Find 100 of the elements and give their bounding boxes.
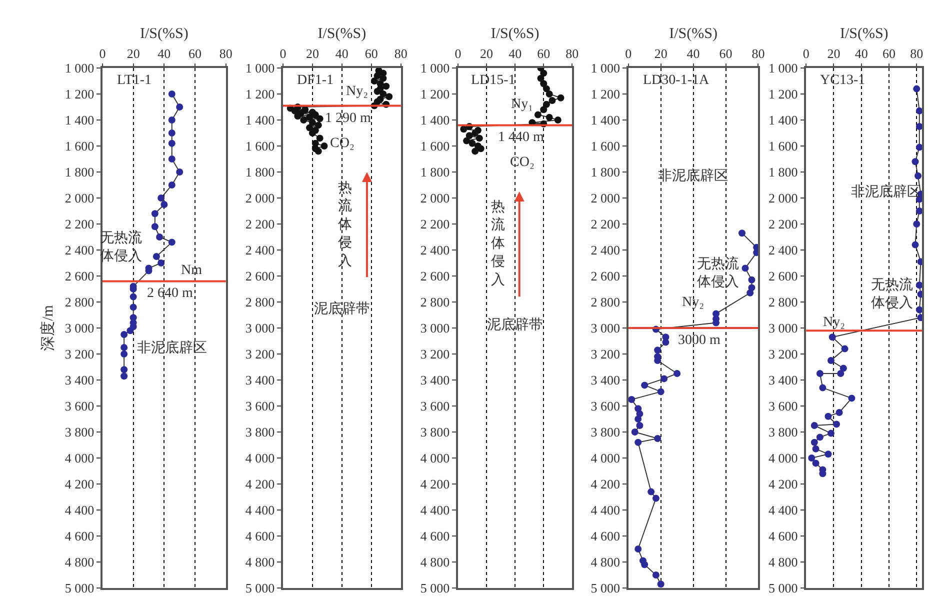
x-tick-label: 60 (188, 46, 202, 62)
x-tick-label: 40 (335, 46, 348, 62)
y-tick-label: 3 400 (64, 372, 94, 388)
point (631, 428, 638, 436)
point (316, 134, 324, 142)
y-tick-label: 3 000 (245, 320, 275, 336)
point (314, 148, 322, 155)
annotation: CO₂ (330, 136, 354, 151)
point (634, 546, 642, 552)
point (840, 364, 847, 372)
y-tick-label: 3 200 (245, 346, 275, 362)
x-tick-label: 40 (508, 46, 522, 62)
point (472, 148, 479, 155)
y-tick-label: 1 000 (245, 60, 275, 76)
x-tick-label: 80 (752, 46, 765, 62)
y-tick-label: 1 400 (768, 112, 798, 128)
point (660, 375, 668, 382)
point (548, 97, 556, 104)
point (306, 114, 314, 121)
ref-line-label: 3000 m (678, 333, 720, 348)
y-tick-label: 2 200 (245, 216, 275, 232)
point (540, 80, 548, 88)
point (460, 126, 468, 133)
y-tick-label: 3 000 (590, 320, 620, 336)
point (654, 435, 662, 442)
y-tick-label: 1 400 (64, 112, 94, 128)
x-tick-label: 0 (454, 46, 462, 62)
y-tick-label: 2 600 (768, 268, 798, 284)
point (156, 234, 164, 240)
point (320, 142, 328, 150)
y-tick-label: 4 200 (590, 476, 620, 492)
y-tick-label: 4 800 (64, 554, 94, 570)
y-tick-label: 1 400 (420, 112, 450, 128)
point (652, 494, 660, 502)
point (827, 430, 834, 437)
point (841, 345, 848, 352)
y-tick-label: 4 000 (245, 450, 275, 466)
point (158, 260, 165, 266)
y-tick-label: 1 200 (245, 86, 275, 102)
y-tick-label: 1 600 (768, 138, 798, 154)
point (534, 111, 542, 118)
point (912, 241, 919, 248)
x-axis-title: I/S(%S) (669, 26, 718, 42)
y-tick-label: 4 400 (768, 502, 798, 518)
point (463, 137, 470, 144)
y-tick-label: 2 000 (420, 190, 450, 206)
y-tick-label: 5 000 (245, 580, 275, 596)
x-tick-label: 0 (99, 46, 106, 62)
point (746, 289, 754, 296)
point (151, 223, 158, 230)
x-tick-label: 0 (280, 46, 286, 62)
annotation: Ny₁ (511, 97, 533, 112)
point (913, 220, 920, 228)
point (810, 438, 818, 446)
x-tick-label: 20 (306, 46, 319, 62)
x-axis-title: I/S(%S) (490, 26, 540, 42)
point (472, 130, 479, 136)
y-tick-label: 3 600 (590, 398, 620, 414)
point (306, 124, 314, 132)
y-tick-label: 3 000 (420, 320, 450, 336)
point (812, 445, 820, 452)
y-tick-label: 2 400 (64, 242, 94, 258)
x-tick-label: 80 (566, 46, 579, 62)
y-tick-label: 4 000 (420, 450, 450, 466)
y-axis-title: 深度/m (40, 304, 57, 351)
point (808, 454, 816, 462)
x-tick-label: 40 (686, 46, 700, 62)
y-tick-label: 2 000 (64, 190, 94, 206)
point (130, 304, 137, 311)
annotation: Nm (181, 263, 202, 278)
x-tick-label: 60 (719, 46, 732, 62)
point (819, 384, 826, 392)
y-tick-label: 1 600 (420, 138, 450, 154)
point (816, 434, 824, 441)
point (648, 488, 655, 496)
y-tick-label: 3 600 (768, 398, 798, 414)
y-tick-label: 2 400 (768, 242, 798, 258)
y-tick-label: 2 400 (245, 242, 275, 258)
y-tick-label: 1 200 (590, 86, 620, 102)
y-tick-label: 5 000 (420, 580, 450, 596)
x-tick-label: 20 (126, 46, 140, 62)
point (738, 230, 746, 237)
ref-line-label: 1 290 m (325, 111, 371, 126)
y-tick-label: 5 000 (590, 580, 620, 596)
annotation: 无热流体侵入 (697, 256, 739, 290)
y-tick-label: 4 400 (590, 502, 620, 518)
y-tick-label: 2 800 (64, 294, 94, 310)
x-axis-title: I/S(%S) (318, 26, 366, 42)
y-tick-label: 2 600 (64, 268, 94, 284)
point (848, 394, 856, 402)
y-tick-label: 3 600 (64, 398, 94, 414)
y-tick-label: 2 200 (420, 216, 450, 232)
annotation: Ny₂ (346, 84, 368, 99)
y-tick-label: 5 000 (768, 580, 798, 596)
point (546, 114, 553, 121)
y-tick-label: 4 800 (245, 554, 275, 570)
point (120, 350, 128, 358)
y-tick-label: 3 800 (420, 424, 450, 440)
point (916, 144, 922, 151)
x-tick-label: 80 (219, 46, 232, 62)
